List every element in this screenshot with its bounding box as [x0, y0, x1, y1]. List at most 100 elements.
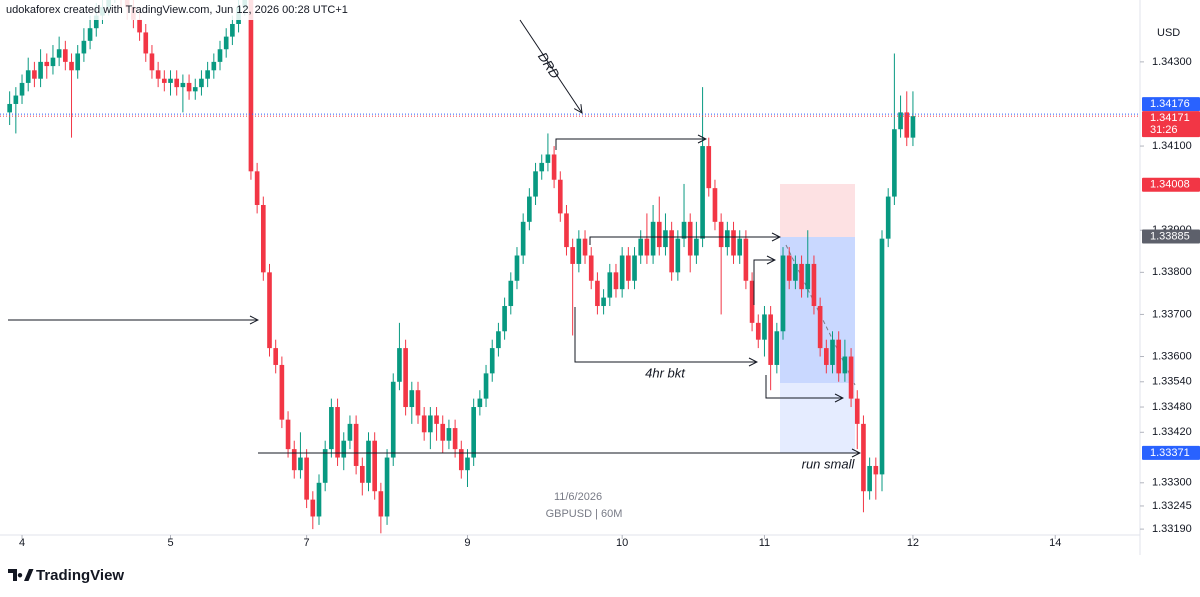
- candle-body: [811, 263, 817, 307]
- candle-body: [706, 146, 712, 189]
- candle-body: [514, 255, 520, 281]
- candle-body: [372, 440, 377, 492]
- candle-body: [310, 499, 316, 517]
- candle-body: [403, 348, 408, 408]
- candle-body: [13, 95, 19, 104]
- y-tick-label: 1.33700: [1152, 308, 1192, 320]
- candle-body: [168, 78, 173, 83]
- price-tag-countdown: 31:26: [1150, 124, 1178, 136]
- price-tag-label: 1.33371: [1150, 447, 1190, 459]
- price-tag-label: 1.33885: [1150, 230, 1190, 242]
- y-tick-label: 1.33190: [1152, 523, 1192, 535]
- candle-body: [564, 213, 569, 248]
- candle-body: [428, 415, 433, 433]
- candle-body: [570, 247, 575, 264]
- y-tick-label: 1.34300: [1152, 56, 1192, 68]
- candle-body: [749, 280, 755, 323]
- candle-body: [223, 36, 229, 50]
- x-tick-label: 5: [167, 537, 173, 549]
- candle-body: [502, 306, 507, 332]
- candle-body: [483, 373, 489, 399]
- candle-body: [551, 154, 557, 180]
- candle-body: [186, 82, 192, 92]
- currency-label: USD: [1157, 27, 1180, 39]
- candle-body: [675, 238, 681, 273]
- credit-bg: [0, 0, 300, 20]
- candle-body: [347, 423, 353, 441]
- price-tag: [1142, 177, 1200, 192]
- candle-body: [174, 78, 180, 88]
- candle-body: [316, 482, 322, 517]
- extended-zone: [780, 383, 855, 453]
- candle-body: [285, 419, 291, 450]
- candle-body: [619, 255, 625, 290]
- candle-body: [434, 415, 439, 424]
- candle-body: [687, 221, 693, 256]
- x-tick-label: 12: [907, 537, 919, 549]
- candle-body: [465, 457, 470, 471]
- candle-body: [143, 32, 149, 54]
- candle-body: [793, 263, 798, 281]
- candle-body: [613, 272, 619, 290]
- y-tick-label: 1.33245: [1152, 500, 1192, 512]
- candle-body: [415, 390, 421, 416]
- candle-body: [527, 196, 532, 222]
- candle-body: [910, 116, 916, 138]
- candle-body: [731, 230, 736, 256]
- candle-body: [75, 53, 81, 71]
- candle-body: [904, 112, 910, 138]
- y-tick-label: 1.33800: [1152, 266, 1192, 278]
- candle-body: [774, 331, 780, 365]
- candle-body: [341, 440, 347, 458]
- candle-body: [650, 221, 656, 256]
- level-arrow: [555, 139, 706, 150]
- price-tag-label: 1.34008: [1150, 179, 1190, 191]
- candle-body: [44, 61, 50, 67]
- candle-body: [489, 348, 495, 374]
- candle-body: [69, 61, 74, 71]
- candle-body: [557, 179, 563, 214]
- price-tag: [1142, 111, 1200, 138]
- position-tool: [780, 184, 856, 453]
- candle-body: [446, 428, 452, 441]
- candle-body: [842, 356, 848, 374]
- candle-body: [93, 15, 99, 29]
- x-tick-label: 9: [464, 537, 470, 549]
- candle-body: [836, 339, 842, 374]
- candle-body: [304, 457, 309, 500]
- candle-body: [378, 491, 384, 517]
- candle-body: [786, 255, 792, 281]
- candle-body: [656, 221, 662, 248]
- candle-body: [780, 255, 786, 332]
- candle-body: [267, 272, 272, 349]
- candle-body: [254, 171, 260, 205]
- candle-body: [329, 407, 334, 450]
- candle-body: [384, 457, 390, 517]
- candle-body: [279, 364, 285, 420]
- price-tag-label: 1.34176: [1150, 98, 1190, 110]
- candle-body: [38, 61, 43, 79]
- candle-body: [63, 49, 68, 62]
- candle-body: [638, 238, 644, 256]
- candle-body: [366, 440, 371, 483]
- candle-body: [452, 428, 458, 450]
- level-arrow: [589, 237, 780, 245]
- candle-body: [291, 449, 297, 471]
- candle-body: [712, 188, 718, 222]
- candle-body: [737, 238, 743, 256]
- candle-body: [81, 40, 87, 54]
- brand: TradingView: [36, 567, 124, 584]
- bkt-arrow: [574, 307, 757, 362]
- candle-body: [824, 348, 829, 365]
- candle-body: [353, 423, 359, 466]
- annotation: 4hr bkt: [645, 365, 686, 380]
- candle-body: [56, 49, 62, 58]
- candle-body: [805, 263, 811, 290]
- watermark-date: 11/6/2026: [554, 491, 602, 503]
- logo-mark: [8, 569, 34, 581]
- candle-body: [273, 348, 279, 365]
- y-tick-label: 1.33420: [1152, 426, 1192, 438]
- x-tick-label: 7: [304, 537, 310, 549]
- candle-body: [755, 322, 761, 340]
